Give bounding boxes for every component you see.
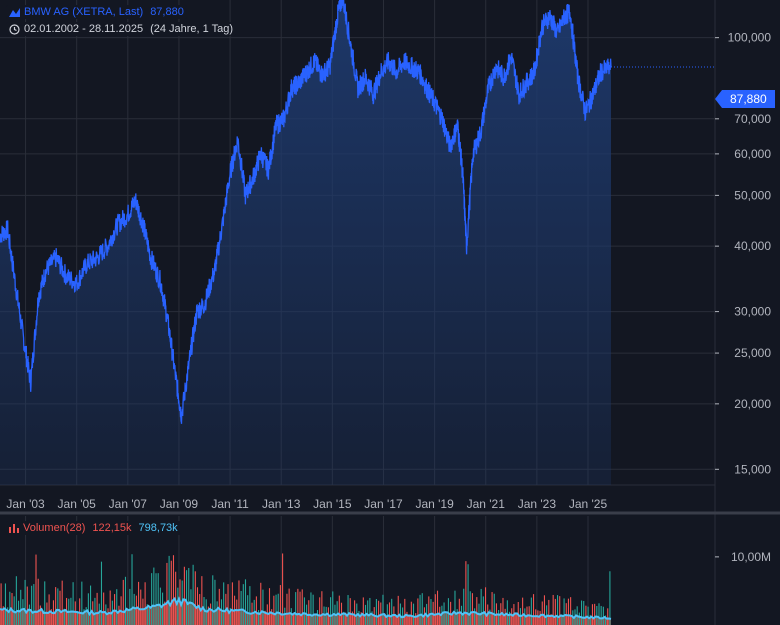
- y-tick-label: 50,000: [734, 188, 771, 202]
- last-value: 87,880: [150, 6, 184, 18]
- volume-ma-line: [0, 596, 612, 620]
- x-tick-label: Jan '17: [364, 497, 403, 511]
- bar-chart-icon: [9, 523, 19, 533]
- y-tick-label: 40,000: [734, 239, 771, 253]
- chart-legend-range: 02.01.2002 - 28.11.2025 (24 Jahre, 1 Tag…: [6, 22, 237, 36]
- chart-legend-title: BMW AG (XETRA, Last) 87,880: [6, 5, 187, 19]
- x-tick-label: Jan '05: [58, 497, 97, 511]
- volume-tick-label: 10,00M: [731, 550, 771, 564]
- x-tick-label: Jan '25: [569, 497, 608, 511]
- y-tick-label: 30,000: [734, 305, 771, 319]
- x-tick-label: Jan '19: [415, 497, 454, 511]
- volume-value-2: 798,73k: [138, 522, 178, 534]
- x-tick-label: Jan '09: [160, 497, 199, 511]
- x-tick-label: Jan '11: [211, 497, 249, 511]
- clock-icon: [9, 23, 20, 35]
- price-line: [0, 0, 612, 424]
- x-tick-label: Jan '15: [313, 497, 352, 511]
- last-price-badge: 87,880: [715, 90, 775, 108]
- mountain-chart-icon: [9, 8, 20, 17]
- period: (24 Jahre, 1 Tag): [150, 23, 234, 35]
- x-tick-label: Jan '13: [262, 497, 301, 511]
- y-tick-label: 15,000: [734, 462, 771, 476]
- price-area: [0, 0, 611, 485]
- volume-legend: Volumen(28) 122,15k 798,73k: [6, 521, 181, 535]
- x-tick-label: Jan '21: [467, 497, 506, 511]
- x-tick-label: Jan '07: [109, 497, 148, 511]
- y-tick-label: 70,000: [734, 112, 771, 126]
- x-tick-label: Jan '23: [518, 497, 557, 511]
- y-tick-label: 60,000: [734, 147, 771, 161]
- volume-value-1: 122,15k: [92, 522, 132, 534]
- volume-label: Volumen(28): [23, 522, 86, 534]
- instrument-name: BMW AG (XETRA, Last): [24, 6, 144, 18]
- y-tick-label: 100,000: [728, 31, 772, 45]
- date-range: 02.01.2002 - 28.11.2025: [24, 23, 144, 35]
- volume-area: [0, 598, 611, 625]
- x-tick-label: Jan '03: [6, 497, 45, 511]
- y-tick-label: 20,000: [734, 397, 771, 411]
- y-tick-label: 25,000: [734, 346, 771, 360]
